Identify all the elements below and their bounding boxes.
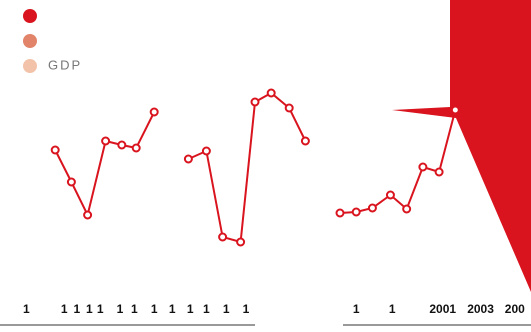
x-tick-label: 1	[187, 302, 194, 316]
point	[418, 162, 428, 172]
point	[131, 143, 141, 153]
legend-swatch	[23, 9, 37, 23]
point	[117, 140, 127, 150]
x-tick-label: 1	[23, 302, 30, 316]
x-tick-label: 1	[223, 302, 230, 316]
point	[300, 136, 310, 146]
point	[434, 167, 444, 177]
x-tick-label: 1	[151, 302, 158, 316]
x-tick-label: 1	[73, 302, 80, 316]
x-tick-label: 1	[86, 302, 93, 316]
point	[367, 203, 377, 213]
x-tick-label: 1	[243, 302, 250, 316]
point	[250, 97, 260, 107]
point	[450, 105, 460, 115]
line	[339, 109, 457, 214]
point	[266, 88, 276, 98]
line	[54, 91, 307, 244]
point	[335, 208, 345, 218]
point	[66, 177, 76, 187]
x-tick-label: 1	[61, 302, 68, 316]
x-tick-label: 1	[117, 302, 124, 316]
point	[284, 103, 294, 113]
legend-label: GDP	[48, 57, 82, 72]
point	[183, 154, 193, 164]
x-tick-label: 1	[169, 302, 176, 316]
x-tick-label: 1	[389, 302, 396, 316]
x-tick-label: 2003	[467, 302, 494, 316]
point	[83, 210, 93, 220]
point	[236, 237, 246, 247]
point	[218, 232, 228, 242]
x-tick-label: 1	[353, 302, 360, 316]
legend-swatch	[23, 34, 37, 48]
point	[201, 146, 211, 156]
x-tick-label: 1	[203, 302, 210, 316]
point	[101, 136, 111, 146]
x-tick-label: 1	[131, 302, 138, 316]
decorative-shape	[392, 0, 531, 292]
point	[385, 190, 395, 200]
point	[402, 204, 412, 214]
point	[351, 207, 361, 217]
legend-swatch	[23, 59, 37, 73]
x-tick-label: 2001	[429, 302, 456, 316]
point	[149, 107, 159, 117]
point	[50, 145, 60, 155]
x-tick-label: 200	[505, 302, 525, 316]
x-tick-label: 1	[97, 302, 104, 316]
